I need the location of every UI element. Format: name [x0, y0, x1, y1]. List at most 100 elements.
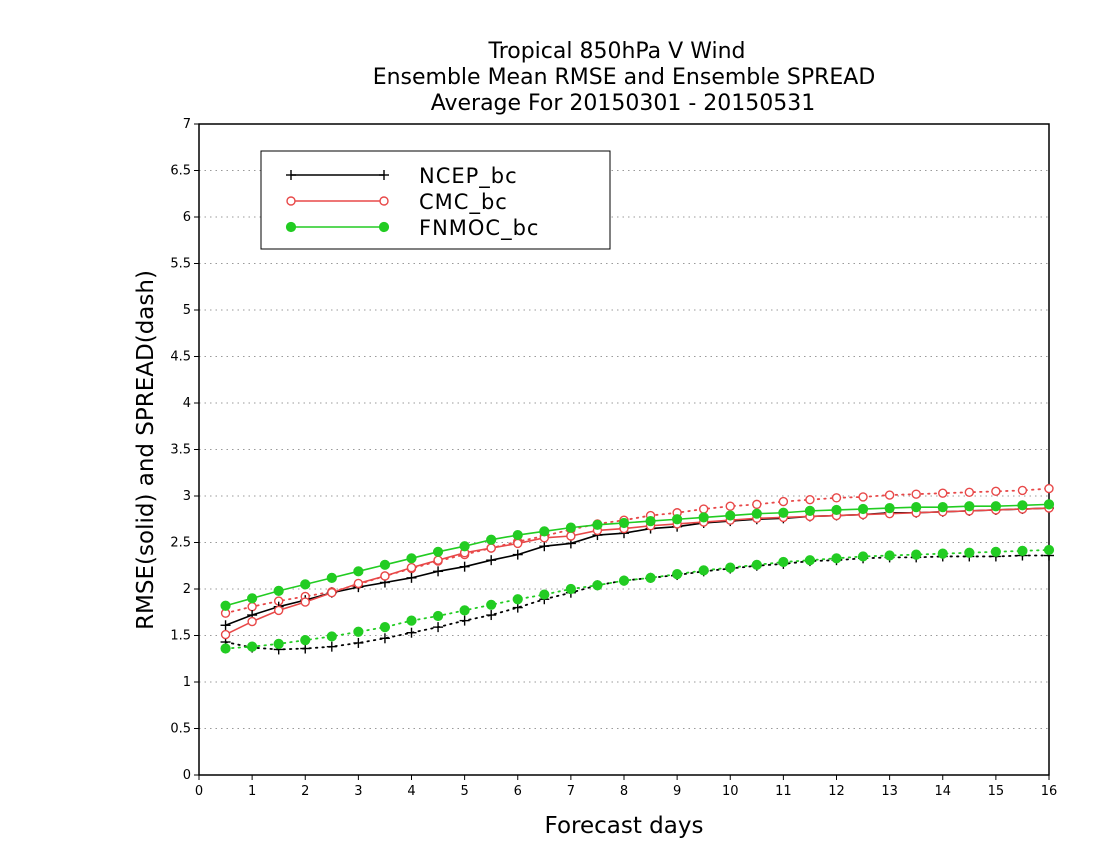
y-tick-label: 6.5 — [170, 164, 191, 179]
data-point — [698, 565, 709, 576]
x-tick-label: 3 — [354, 784, 362, 799]
data-point — [991, 486, 1001, 497]
x-axis-label: Forecast days — [545, 813, 704, 839]
x-axis: 0 1 2 3 4 5 6 7 8 9 10 11 12 13 14 15 16 — [195, 775, 1057, 799]
data-point — [459, 615, 470, 626]
data-point — [406, 627, 417, 638]
data-point — [672, 569, 683, 580]
data-point — [247, 641, 258, 652]
legend-marker — [286, 196, 296, 206]
data-point — [379, 559, 391, 570]
data-point — [512, 594, 523, 605]
data-point — [1043, 544, 1055, 556]
legend-label: CMC_bc — [419, 190, 508, 215]
data-point — [326, 631, 337, 642]
legend-marker — [379, 170, 389, 180]
data-point — [486, 543, 496, 553]
data-point — [1017, 500, 1028, 511]
legend-marker — [379, 196, 389, 206]
y-tick-label: 5.5 — [170, 257, 191, 272]
data-point — [566, 531, 576, 541]
title-line-3: Average For 20150301 - 20150531 — [431, 91, 816, 116]
data-point — [247, 601, 257, 612]
x-tick-label: 11 — [775, 784, 792, 799]
x-tick-label: 8 — [620, 784, 628, 799]
data-point — [911, 549, 922, 560]
data-point — [990, 501, 1001, 512]
series-line-CMC_bc-spread — [224, 487, 1050, 615]
data-point — [751, 559, 762, 570]
x-tick-label: 12 — [828, 784, 845, 799]
y-axis-label: RMSE(solid) and SPREAD(dash) — [133, 270, 159, 630]
data-point — [698, 512, 709, 523]
legend-marker — [286, 170, 296, 180]
y-tick-label: 7 — [183, 117, 191, 132]
data-point — [353, 626, 364, 637]
legend-label: FNMOC_bc — [419, 216, 539, 241]
data-point — [778, 556, 789, 568]
data-point — [539, 541, 550, 552]
data-point — [831, 553, 842, 564]
legend-item-CMC_bc: CMC_bc — [286, 190, 508, 215]
chart-title: Tropical 850hPa V Wind Ensemble Mean RMS… — [373, 39, 876, 116]
legend-marker — [285, 221, 297, 233]
data-point — [326, 641, 337, 652]
data-point — [592, 519, 603, 530]
y-tick-label: 1 — [183, 675, 191, 690]
x-tick-label: 10 — [722, 784, 739, 799]
data-point — [406, 562, 417, 573]
title-line-1: Tropical 850hPa V Wind — [487, 39, 745, 64]
y-tick-label: 0.5 — [170, 722, 191, 737]
data-point — [220, 629, 231, 640]
series-line-FNMOC_bc-rmse — [225, 503, 1050, 607]
data-point — [300, 597, 310, 607]
data-point — [379, 622, 391, 633]
y-tick-label: 3 — [183, 489, 191, 504]
data-point — [911, 489, 921, 499]
data-point — [513, 538, 523, 549]
legend-marker — [378, 221, 390, 233]
data-point — [778, 496, 789, 507]
series-line-FNMOC_bc-spread — [224, 549, 1050, 650]
data-point — [432, 546, 444, 557]
data-point — [512, 529, 523, 541]
series-FNMOC_bc-spread — [220, 544, 1055, 654]
y-tick-label: 2.5 — [170, 536, 191, 551]
data-point — [752, 499, 762, 510]
y-tick-label: 4 — [183, 396, 191, 411]
data-point — [380, 571, 390, 581]
data-point — [539, 526, 550, 537]
y-tick-label: 3.5 — [170, 443, 191, 458]
data-point — [486, 555, 497, 566]
data-point — [1044, 483, 1054, 494]
data-point — [1017, 485, 1028, 496]
series-layer — [220, 483, 1055, 655]
x-tick-label: 13 — [881, 784, 898, 799]
data-point — [804, 555, 816, 566]
data-point — [300, 635, 311, 646]
data-point — [1017, 545, 1028, 556]
x-tick-label: 9 — [673, 784, 681, 799]
data-point — [884, 550, 895, 561]
data-point — [459, 541, 470, 552]
data-point — [618, 517, 630, 529]
data-point — [353, 578, 364, 589]
data-point — [911, 502, 922, 513]
data-point — [645, 516, 656, 527]
x-tick-label: 2 — [301, 784, 309, 799]
data-point — [964, 547, 975, 558]
data-point — [725, 501, 735, 511]
y-tick-label: 1.5 — [170, 629, 191, 644]
data-point — [220, 620, 231, 631]
data-point — [433, 566, 444, 577]
x-tick-label: 15 — [988, 784, 1005, 799]
data-point — [964, 487, 975, 497]
legend-item-NCEP_bc: NCEP_bc — [286, 164, 517, 189]
data-point — [273, 605, 284, 616]
y-tick-label: 2 — [183, 582, 191, 597]
x-tick-label: 5 — [460, 784, 468, 799]
data-point — [459, 561, 470, 572]
x-tick-label: 4 — [407, 784, 415, 799]
series-line-CMC_bc-rmse — [225, 507, 1050, 636]
